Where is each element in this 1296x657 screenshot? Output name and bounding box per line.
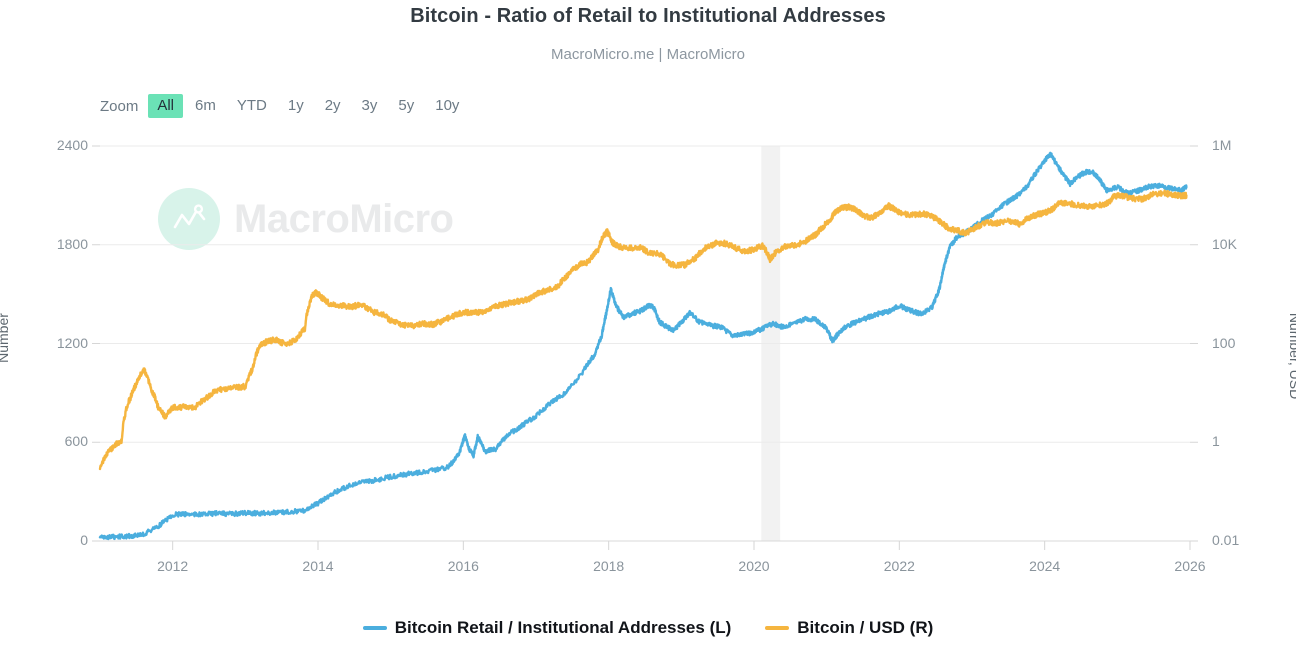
x-tick-label: 2020	[738, 558, 770, 574]
range-button-ytd[interactable]: YTD	[236, 97, 267, 114]
x-tick-label: 2014	[302, 558, 334, 574]
range-button-10y[interactable]: 10y	[435, 97, 460, 114]
recession-band	[761, 146, 781, 541]
x-tick-label: 2016	[447, 558, 479, 574]
y-tick-left: 0	[80, 532, 88, 548]
range-selector: Zoom All 6m YTD 1y 2y 3y 5y 10y	[100, 94, 471, 118]
range-button-all[interactable]: All	[148, 94, 184, 118]
y-axis-right-label: Number, USD	[1287, 312, 1296, 400]
legend-item-bitcoin-usd[interactable]: Bitcoin / USD (R)	[765, 618, 933, 638]
y-tick-left: 1200	[56, 334, 88, 351]
x-tick-label: 2022	[883, 558, 915, 574]
y-tick-left: 600	[64, 433, 88, 450]
watermark-text: MacroMicro	[234, 196, 454, 241]
x-tick-label: 2026	[1174, 558, 1206, 574]
chart-legend: Bitcoin Retail / Institutional Addresses…	[0, 618, 1296, 638]
range-button-3y[interactable]: 3y	[361, 97, 378, 114]
macromicro-logo-icon	[158, 188, 220, 250]
page-title: Bitcoin - Ratio of Retail to Institution…	[410, 5, 886, 27]
y-tick-right: 1M	[1212, 137, 1232, 153]
y-tick-right: 100	[1212, 334, 1236, 351]
legend-swatch-orange	[765, 626, 790, 630]
legend-swatch-blue	[362, 626, 387, 630]
y-tick-right: 0.01	[1212, 532, 1240, 548]
range-button-6m[interactable]: 6m	[195, 97, 216, 114]
legend-label: Bitcoin / USD (R)	[797, 618, 934, 637]
range-button-5y[interactable]: 5y	[398, 97, 415, 114]
legend-item-retail-institutional[interactable]: Bitcoin Retail / Institutional Addresses…	[362, 618, 732, 638]
y-tick-right: 10K	[1212, 235, 1237, 252]
x-tick-label: 2012	[157, 558, 189, 574]
x-tick-label: 2024	[1029, 558, 1061, 574]
range-selector-label: Zoom	[100, 97, 139, 115]
y-axis-left-label: Number	[0, 313, 11, 363]
x-tick-label: 2018	[593, 558, 625, 574]
y-tick-right: 1	[1212, 433, 1220, 450]
y-tick-left: 2400	[56, 137, 88, 153]
chart-subtitle: MacroMicro.me | MacroMicro	[551, 46, 745, 63]
legend-label: Bitcoin Retail / Institutional Addresses…	[394, 618, 732, 637]
watermark: MacroMicro	[158, 188, 454, 250]
range-button-2y[interactable]: 2y	[324, 97, 341, 114]
y-tick-left: 1800	[56, 235, 88, 252]
range-button-1y[interactable]: 1y	[287, 97, 304, 114]
